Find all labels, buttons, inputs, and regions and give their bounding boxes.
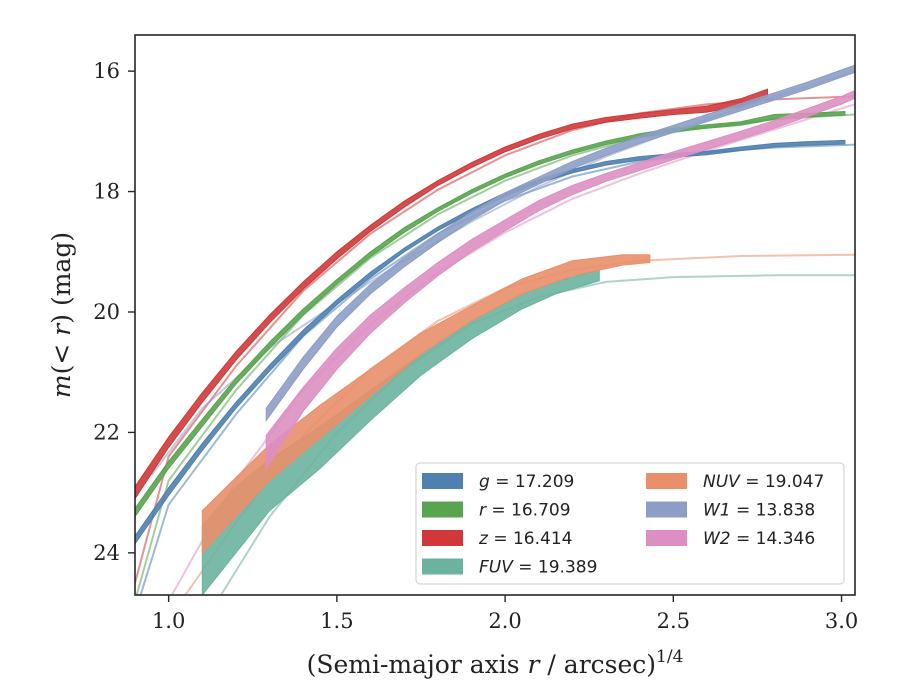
legend-swatch-w2 <box>646 530 687 546</box>
y-axis: 16 18 20 22 24 <box>93 59 135 565</box>
series-w2-band <box>265 89 855 471</box>
x-axis: 1.0 1.5 2.0 2.5 3.0 <box>152 595 858 633</box>
legend: g = 17.209 r = 16.709 z = 16.414 FUV = 19.3… <box>415 462 845 585</box>
legend-label-g: g = 17.209 <box>479 472 574 492</box>
legend-swatch-g <box>422 473 463 489</box>
x-tick-label: 3.0 <box>825 609 858 633</box>
legend-swatch-nuv <box>646 473 687 489</box>
series-nuv-band <box>201 254 651 555</box>
y-tick-label: 20 <box>93 300 120 324</box>
y-tick-label: 16 <box>93 59 120 83</box>
series-w1-band <box>265 64 855 422</box>
plot-frame <box>134 34 856 596</box>
y-tick-label: 24 <box>93 541 120 565</box>
x-axis-title: (Semi-major axis r / arcsec)1/4 <box>307 647 684 679</box>
legend-box <box>415 462 845 585</box>
legend-swatch-fuv <box>422 558 463 575</box>
legend-label-z: z = 16.414 <box>478 529 572 549</box>
y-axis-title: m(< r) (mag) <box>47 232 76 398</box>
y-tick-label: 18 <box>93 180 120 204</box>
x-tick-label: 1.5 <box>320 609 353 633</box>
legend-swatch-w1 <box>646 501 687 518</box>
x-tick-label: 2.0 <box>488 609 521 633</box>
legend-label-nuv: NUV = 19.047 <box>703 472 824 492</box>
legend-label-fuv: FUV = 19.389 <box>479 558 597 578</box>
legend-label-w1: W1 = 13.838 <box>703 501 815 521</box>
series-z-band <box>135 88 768 500</box>
series-r-band <box>135 110 846 518</box>
legend-label-r: r = 16.709 <box>479 501 571 521</box>
legend-swatch-r <box>422 501 463 518</box>
plot-series <box>135 64 855 595</box>
legend-swatch-z <box>422 530 463 546</box>
y-tick-label: 22 <box>93 420 120 444</box>
x-tick-label: 2.5 <box>657 609 690 633</box>
series-g-band <box>135 139 846 545</box>
x-tick-label: 1.0 <box>152 609 185 633</box>
legend-label-w2: W2 = 14.346 <box>703 529 815 549</box>
